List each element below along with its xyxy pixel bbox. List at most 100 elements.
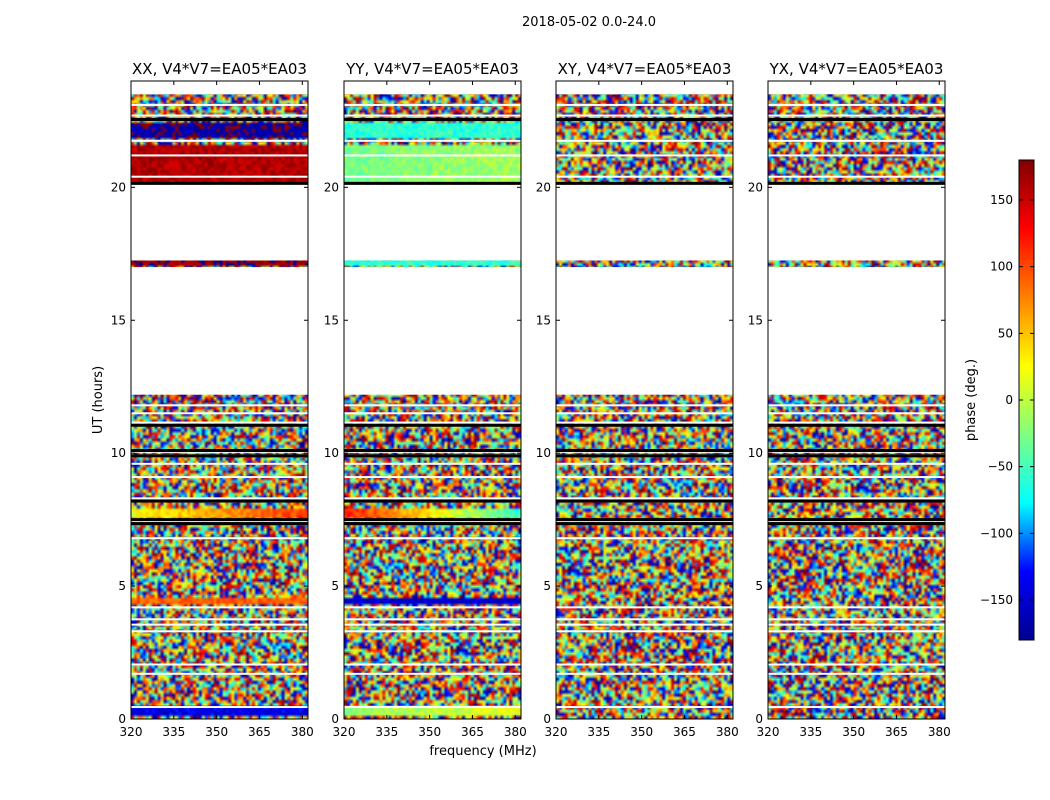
flagged-row	[131, 618, 308, 621]
flagged-row	[556, 537, 733, 540]
x-tick-label: 365	[461, 725, 484, 739]
flagged-row	[768, 175, 945, 178]
x-tick-label: 350	[630, 725, 653, 739]
flagged-row	[344, 618, 521, 621]
flagged-row	[131, 706, 308, 709]
flagged-row	[344, 175, 521, 178]
flagged-row	[131, 630, 308, 633]
y-tick-label: 10	[324, 446, 339, 460]
y-tick-label: 10	[111, 446, 126, 460]
data-gap	[344, 184, 521, 261]
panel-3: XY, V4*V7=EA05*EA03 320 335 350 365 380 0 5 10 15…	[536, 60, 739, 739]
flagged-row	[131, 421, 308, 424]
flagged-row	[344, 154, 521, 157]
flagged-row	[131, 404, 308, 407]
dark-row	[131, 118, 308, 122]
flagged-row	[556, 412, 733, 415]
x-tick-label: 380	[716, 725, 739, 739]
flagged-row	[344, 462, 521, 465]
flagged-row	[556, 672, 733, 675]
panel-1: XX, V4*V7=EA05*EA03 320 335 350 365 380 0 5 10 15…	[111, 60, 314, 739]
dark-row	[556, 518, 733, 522]
flagged-row	[556, 114, 733, 117]
flagged-row	[768, 462, 945, 465]
data-gap	[768, 81, 945, 95]
data-gap	[556, 184, 733, 261]
flagged-row	[344, 497, 521, 500]
y-tick-label: 20	[536, 180, 551, 194]
flagged-row	[344, 706, 521, 709]
data-gap	[556, 81, 733, 95]
y-tick-label: 0	[331, 712, 339, 726]
dark-row	[768, 423, 945, 427]
y-tick-label: 20	[111, 180, 126, 194]
data-gap	[344, 267, 521, 395]
flagged-row	[344, 630, 521, 633]
y-tick-label: 10	[748, 446, 763, 460]
x-tick-label: 380	[928, 725, 951, 739]
flagged-row	[768, 706, 945, 709]
x-tick-label: 320	[120, 725, 143, 739]
dark-row	[556, 454, 733, 458]
x-tick-label: 335	[799, 725, 822, 739]
data-gap	[131, 184, 308, 261]
flagged-row	[131, 139, 308, 142]
flagged-row	[768, 476, 945, 479]
flagged-row	[131, 476, 308, 479]
dark-row	[344, 181, 521, 185]
colorbar-tick-label: 100	[990, 260, 1013, 274]
panels-group: XX, V4*V7=EA05*EA03 320 335 350 365 380 0 5 10 15…	[111, 60, 951, 739]
flagged-row	[556, 606, 733, 609]
data-gap	[768, 267, 945, 395]
flagged-row	[131, 497, 308, 500]
flagged-row	[131, 412, 308, 415]
dark-row	[768, 181, 945, 185]
dark-row	[131, 181, 308, 185]
flagged-row	[131, 103, 308, 106]
flagged-row	[131, 606, 308, 609]
y-tick-label: 15	[111, 313, 126, 327]
figure-suptitle: 2018-05-02 0.0-24.0	[522, 15, 656, 30]
dark-row	[344, 522, 521, 526]
x-tick-label: 365	[673, 725, 696, 739]
panel-2: YY, V4*V7=EA05*EA03 320 335 350 365 380 0 5 10 15…	[324, 60, 527, 739]
y-tick-label: 5	[331, 579, 339, 593]
dark-row	[131, 423, 308, 427]
data-gap	[768, 184, 945, 261]
flagged-row	[556, 618, 733, 621]
dark-row	[556, 499, 733, 503]
panel-frame	[130, 80, 309, 720]
flagged-row	[344, 404, 521, 407]
colorbar-tick-label: 150	[990, 193, 1013, 207]
panel-title: XX, V4*V7=EA05*EA03	[132, 60, 307, 78]
data-gap	[131, 267, 308, 395]
y-axis-label: UT (hours)	[91, 366, 106, 434]
flagged-row	[344, 139, 521, 142]
flagged-row	[131, 114, 308, 117]
dark-row	[344, 499, 521, 503]
x-tick-label: 320	[545, 725, 568, 739]
dark-row	[344, 454, 521, 458]
flagged-row	[556, 623, 733, 626]
flagged-row	[768, 537, 945, 540]
dark-row	[131, 449, 308, 453]
colorbar-tick-label: −150	[980, 593, 1013, 607]
flagged-row	[556, 630, 733, 633]
flagged-row	[556, 497, 733, 500]
flagged-row	[556, 139, 733, 142]
dark-row	[131, 499, 308, 503]
flagged-row	[768, 421, 945, 424]
dark-row	[768, 518, 945, 522]
flagged-row	[768, 154, 945, 157]
dark-row	[556, 449, 733, 453]
flagged-row	[556, 421, 733, 424]
flagged-row	[344, 412, 521, 415]
x-tick-label: 335	[587, 725, 610, 739]
flagged-row	[344, 114, 521, 117]
panel-frame	[555, 80, 734, 720]
x-tick-label: 365	[248, 725, 271, 739]
data-gap	[344, 81, 521, 95]
y-tick-label: 15	[536, 313, 551, 327]
y-tick-label: 20	[748, 180, 763, 194]
flagged-row	[131, 623, 308, 626]
